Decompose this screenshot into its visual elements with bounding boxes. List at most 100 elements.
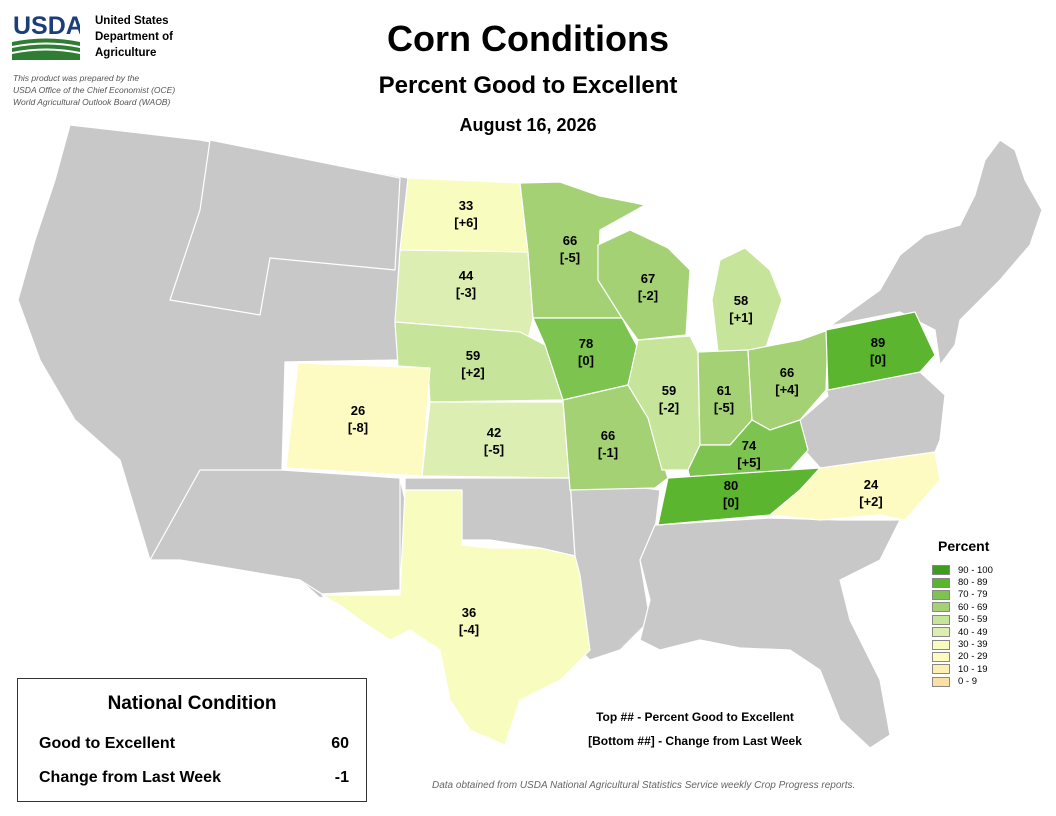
legend-item: 30 - 39 <box>928 638 1048 650</box>
legend-label: 60 - 69 <box>958 601 988 613</box>
national-row-change: Change from Last Week -1 <box>39 769 349 787</box>
national-row-label: Change from Last Week <box>39 769 221 786</box>
reporting-states <box>285 177 941 746</box>
usda-logo-text: USDA <box>13 12 80 40</box>
state-change-SD: [-3] <box>456 285 476 300</box>
legend-label: 10 - 19 <box>958 663 988 675</box>
prepared-line: This product was prepared by the <box>13 73 140 83</box>
legend-swatch <box>932 651 950 662</box>
legend-label: 90 - 100 <box>958 564 993 576</box>
legend-item: 50 - 59 <box>928 614 1048 626</box>
national-row-label: Good to Excellent <box>39 735 176 752</box>
legend-item: 20 - 29 <box>928 651 1048 663</box>
agency-name: United States Department of Agriculture <box>95 13 173 61</box>
state-value-IL: 59 <box>662 383 676 398</box>
legend-item: 80 - 89 <box>928 576 1048 588</box>
source-note: Data obtained from USDA National Agricul… <box>432 780 856 791</box>
prepared-by-note: This product was prepared by the USDA Of… <box>13 72 175 108</box>
state-value-NC: 24 <box>864 477 879 492</box>
state-value-ND: 33 <box>459 198 473 213</box>
legend-label: 80 - 89 <box>958 577 988 589</box>
state-labels: 33 [+6] 44 [-3] 59 [+2] 42 [-5] 26 [-8] 36 [-4] 66 [-… <box>348 198 886 637</box>
state-MI <box>711 247 783 353</box>
usda-logo: USDA <box>12 12 80 60</box>
legend-item: 90 - 100 <box>928 564 1048 576</box>
state-change-NE: [+2] <box>461 365 484 380</box>
legend-label: 30 - 39 <box>958 639 988 651</box>
agency-line: Agriculture <box>95 47 157 59</box>
national-row-good-excellent: Good to Excellent 60 <box>39 735 349 753</box>
legend-rows: 90 - 100 80 - 89 70 - 79 60 - 69 50 - 59 40 -… <box>928 564 1048 688</box>
state-change-CO: [-8] <box>348 420 368 435</box>
legend-item: 70 - 79 <box>928 589 1048 601</box>
legend-swatch <box>932 627 950 638</box>
state-KS <box>421 401 571 479</box>
legend-label: 70 - 79 <box>958 589 988 601</box>
state-value-PA: 89 <box>871 335 885 350</box>
state-NE <box>394 321 564 403</box>
legend-swatch <box>932 664 950 675</box>
legend-item: 0 - 9 <box>928 676 1048 688</box>
prepared-line: World Agricultural Outlook Board (WAOB) <box>13 97 171 107</box>
background-states <box>17 124 1043 749</box>
state-value-IA: 78 <box>579 336 593 351</box>
state-value-MI: 58 <box>734 293 748 308</box>
state-value-TN: 80 <box>724 478 738 493</box>
state-change-OH: [+4] <box>775 382 798 397</box>
state-region-southeast <box>639 517 901 749</box>
state-value-IN: 61 <box>717 383 731 398</box>
state-value-KY: 74 <box>742 438 757 453</box>
legend-swatch <box>932 589 950 600</box>
prepared-line: USDA Office of the Chief Economist (OCE) <box>13 85 176 95</box>
state-TX <box>321 489 591 746</box>
legend-swatch <box>932 602 950 613</box>
state-value-CO: 26 <box>351 403 365 418</box>
legend-item: 40 - 49 <box>928 626 1048 638</box>
state-change-TX: [-4] <box>459 622 479 637</box>
state-change-KS: [-5] <box>484 442 504 457</box>
state-value-TX: 36 <box>462 605 476 620</box>
state-CO <box>285 362 431 477</box>
legend-title: Percent <box>938 538 990 554</box>
state-WI <box>597 229 691 341</box>
national-row-value: -1 <box>334 769 349 786</box>
national-title: National Condition <box>107 693 277 714</box>
legend: Percent 90 - 100 80 - 89 70 - 79 60 - 69 50 … <box>928 538 1048 688</box>
state-change-TN: [0] <box>723 495 739 510</box>
legend-item: 60 - 69 <box>928 601 1048 613</box>
legend-swatch <box>932 577 950 588</box>
national-condition-box: National Condition Good to Excellent 60 … <box>17 678 367 802</box>
key-top-line: Top ## - Percent Good to Excellent <box>596 710 794 724</box>
state-value-NE: 59 <box>466 348 480 363</box>
state-change-MO: [-1] <box>598 445 618 460</box>
state-change-MI: [+1] <box>729 310 752 325</box>
legend-label: 40 - 49 <box>958 626 988 638</box>
map-date: August 16, 2026 <box>459 115 597 135</box>
legend-swatch <box>932 676 950 687</box>
state-region-northeast <box>829 139 1043 366</box>
state-change-WI: [-2] <box>638 288 658 303</box>
state-PA <box>825 311 936 391</box>
state-change-ND: [+6] <box>454 215 477 230</box>
state-value-KS: 42 <box>487 425 501 440</box>
agency-line: United States <box>95 15 169 27</box>
key-bottom-line: [Bottom ##] - Change from Last Week <box>588 734 802 748</box>
legend-label: 0 - 9 <box>958 676 978 688</box>
legend-swatch <box>932 565 950 576</box>
state-region-southwest <box>149 469 401 595</box>
legend-item: 10 - 19 <box>928 663 1048 675</box>
legend-label: 20 - 29 <box>958 651 988 663</box>
legend-label: 50 - 59 <box>958 614 988 626</box>
state-change-KY: [+5] <box>737 455 760 470</box>
state-value-MN: 66 <box>563 233 577 248</box>
legend-swatch <box>932 614 950 625</box>
agency-line: Department of <box>95 31 173 43</box>
state-change-IN: [-5] <box>714 400 734 415</box>
state-NC <box>769 451 941 521</box>
legend-swatch <box>932 639 950 650</box>
state-value-SD: 44 <box>459 268 474 283</box>
state-value-OH: 66 <box>780 365 794 380</box>
state-region-rockies <box>169 139 401 316</box>
state-change-IA: [0] <box>578 353 594 368</box>
